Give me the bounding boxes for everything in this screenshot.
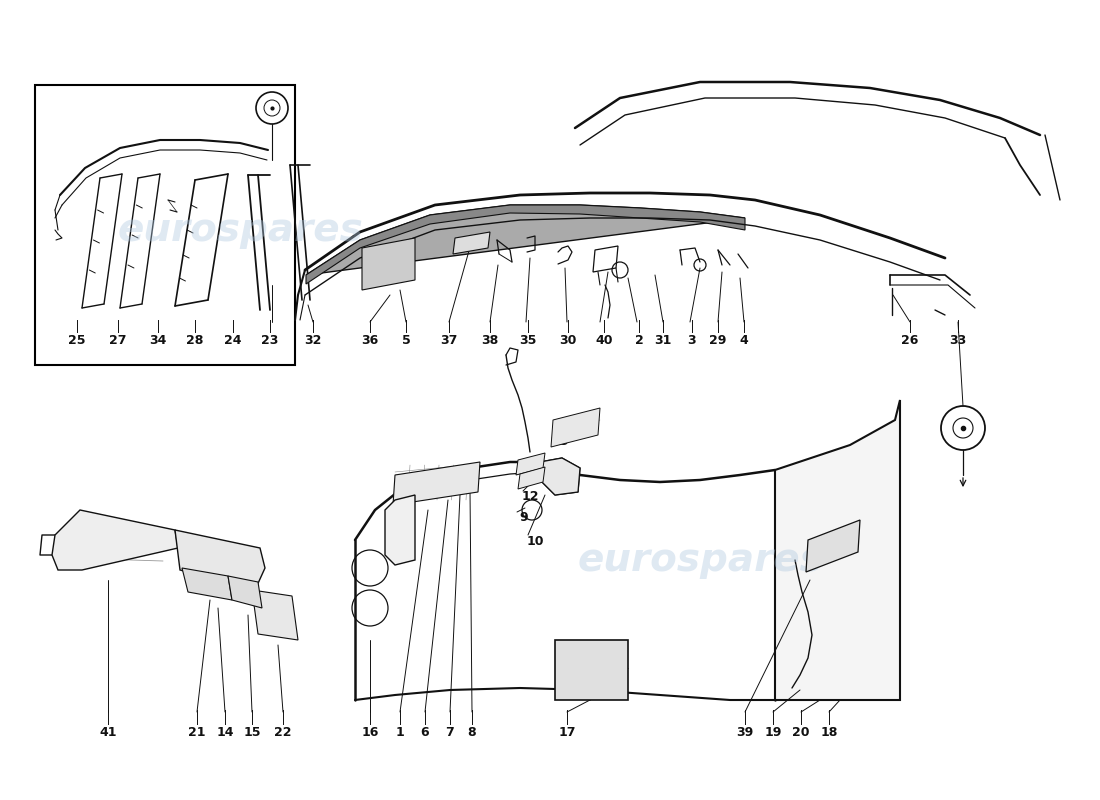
- Polygon shape: [393, 462, 480, 505]
- Polygon shape: [540, 458, 580, 495]
- Text: 20: 20: [792, 726, 810, 739]
- Text: 32: 32: [305, 334, 321, 347]
- Text: 39: 39: [736, 726, 754, 739]
- Text: 17: 17: [558, 726, 575, 739]
- Text: 4: 4: [739, 334, 748, 347]
- Text: 6: 6: [420, 726, 429, 739]
- Text: 2: 2: [635, 334, 643, 347]
- Text: 22: 22: [274, 726, 292, 739]
- Text: 8: 8: [468, 726, 476, 739]
- Text: 30: 30: [559, 334, 576, 347]
- Text: 23: 23: [262, 334, 278, 347]
- Polygon shape: [306, 205, 745, 284]
- Polygon shape: [776, 400, 900, 700]
- Polygon shape: [806, 520, 860, 572]
- Polygon shape: [182, 568, 232, 600]
- Polygon shape: [516, 453, 544, 475]
- Polygon shape: [551, 408, 600, 447]
- Text: 7: 7: [446, 726, 454, 739]
- Text: 3: 3: [688, 334, 696, 347]
- Text: 24: 24: [224, 334, 242, 347]
- Polygon shape: [362, 238, 415, 290]
- Text: 9: 9: [519, 511, 528, 524]
- Text: 19: 19: [764, 726, 782, 739]
- Text: 34: 34: [150, 334, 167, 347]
- Text: 10: 10: [526, 535, 543, 548]
- Polygon shape: [385, 495, 415, 565]
- Text: 35: 35: [519, 334, 537, 347]
- Text: 16: 16: [361, 726, 378, 739]
- Text: eurospares: eurospares: [117, 211, 363, 249]
- Text: 31: 31: [654, 334, 672, 347]
- Text: 25: 25: [68, 334, 86, 347]
- Polygon shape: [556, 640, 628, 700]
- Text: 11: 11: [526, 467, 542, 480]
- Polygon shape: [306, 205, 745, 275]
- Text: 5: 5: [402, 334, 410, 347]
- Polygon shape: [453, 232, 490, 254]
- Text: 12: 12: [521, 490, 539, 503]
- Text: 13: 13: [551, 435, 569, 448]
- Bar: [35, 85, 295, 365]
- Text: 38: 38: [482, 334, 498, 347]
- Text: 14: 14: [217, 726, 233, 739]
- Text: 29: 29: [710, 334, 727, 347]
- Text: 15: 15: [243, 726, 261, 739]
- Text: 41: 41: [99, 726, 117, 739]
- Polygon shape: [175, 530, 265, 590]
- Text: 36: 36: [362, 334, 378, 347]
- Text: 26: 26: [901, 334, 918, 347]
- Text: 18: 18: [821, 726, 838, 739]
- Text: 21: 21: [188, 726, 206, 739]
- Text: 37: 37: [440, 334, 458, 347]
- Text: 1: 1: [396, 726, 405, 739]
- Text: 28: 28: [186, 334, 204, 347]
- Polygon shape: [52, 510, 178, 570]
- Polygon shape: [518, 467, 544, 489]
- Polygon shape: [252, 590, 298, 640]
- Text: 40: 40: [595, 334, 613, 347]
- Text: 33: 33: [949, 334, 967, 347]
- Text: 27: 27: [109, 334, 126, 347]
- Polygon shape: [228, 576, 262, 608]
- Text: eurospares: eurospares: [578, 541, 823, 579]
